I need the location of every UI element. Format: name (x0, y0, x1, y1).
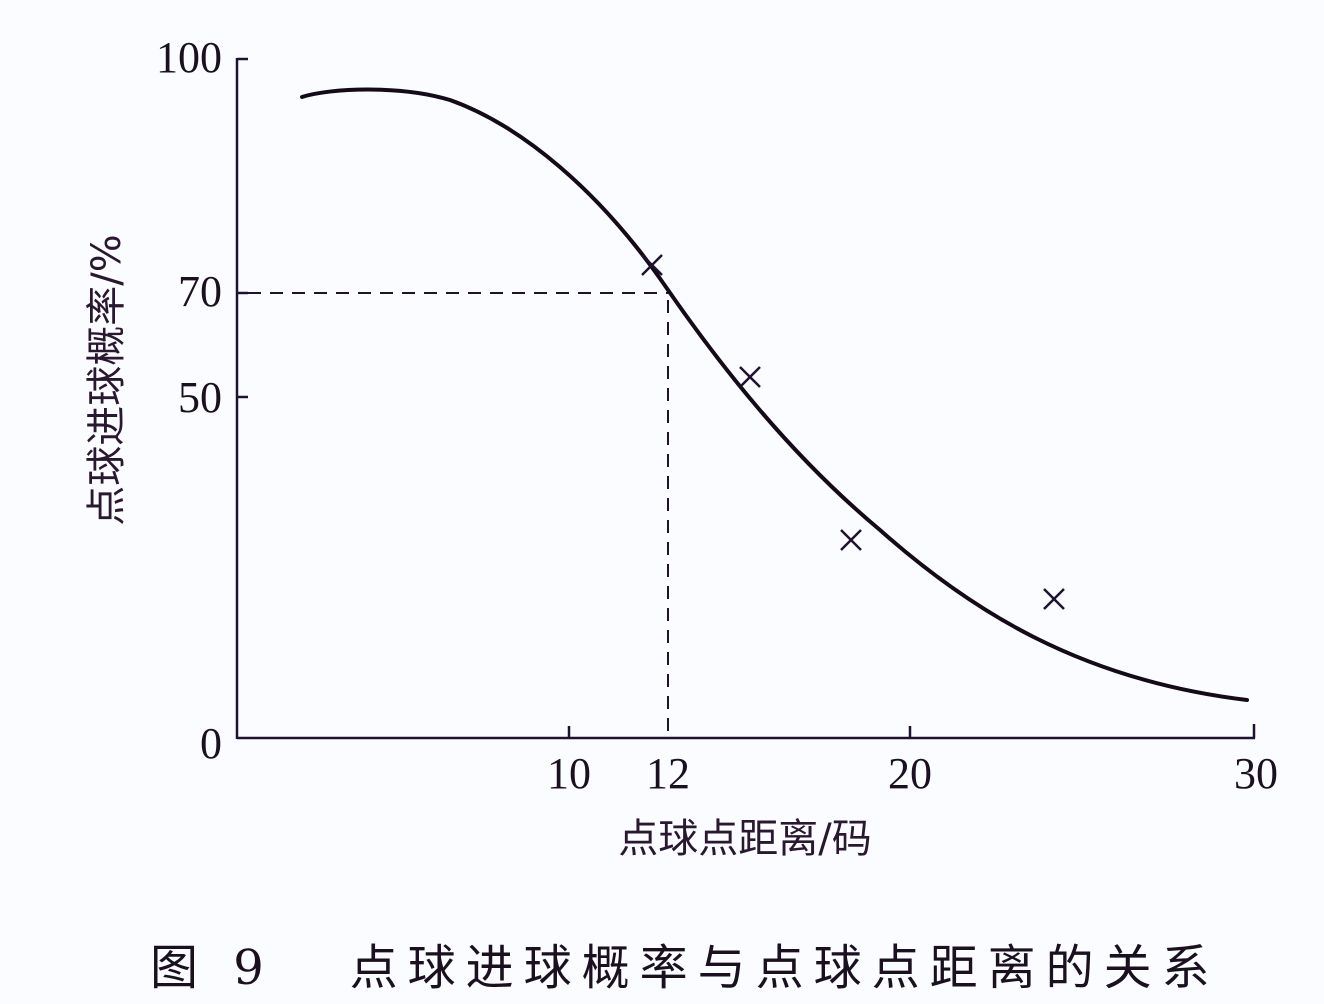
data-point-marker (1043, 588, 1065, 610)
x-tick-20: 20 (888, 749, 932, 798)
x-axis-title: 点球点距离/码 (618, 816, 871, 862)
x-axis (237, 724, 1256, 740)
y-axis (235, 57, 248, 739)
data-point-marker (739, 366, 761, 388)
data-point-marker (641, 254, 663, 276)
data-markers (641, 254, 1065, 610)
y-tick-0: 0 (200, 719, 222, 768)
figure-caption: 图 9 点球进球概率与点球点距离的关系 (150, 940, 1220, 996)
x-tick-10: 10 (547, 749, 591, 798)
y-tick-50: 50 (178, 373, 222, 422)
x-tick-12: 12 (646, 749, 690, 798)
y-axis-title: 点球进球概率/% (84, 234, 130, 525)
data-point-marker (840, 529, 862, 551)
x-tick-30: 30 (1234, 749, 1278, 798)
reference-lines (248, 292, 669, 738)
fitted-curve (300, 87, 1249, 702)
y-tick-100: 100 (156, 33, 222, 82)
y-tick-70: 70 (178, 267, 222, 316)
